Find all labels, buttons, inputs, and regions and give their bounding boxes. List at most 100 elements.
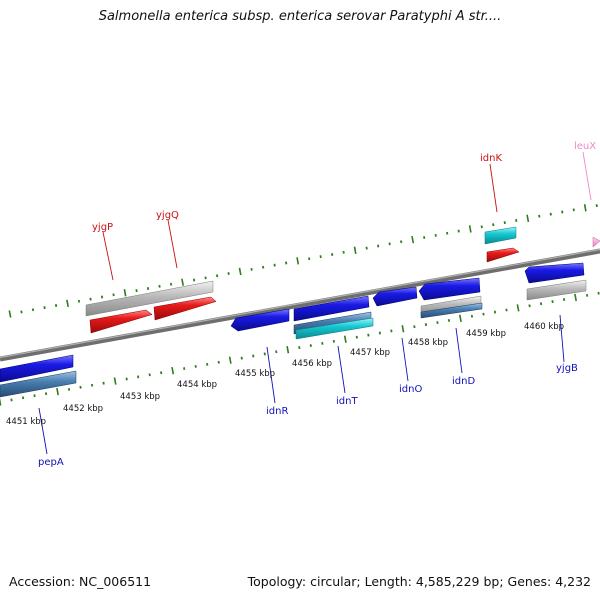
chromosome-backbone [0, 248, 600, 362]
minor-tick [332, 339, 335, 343]
major-tick [113, 377, 117, 385]
gene-label-idnR[interactable]: idnR [266, 406, 288, 417]
minor-tick [135, 289, 138, 293]
minor-tick [378, 331, 381, 335]
minor-tick [492, 223, 495, 227]
minor-tick [365, 246, 368, 250]
minor-tick [561, 210, 564, 214]
minor-tick [562, 298, 566, 301]
minor-tick [377, 244, 380, 248]
major-tick [516, 304, 520, 312]
major-tick [583, 204, 587, 212]
gene-label-idnT[interactable]: idnT [336, 396, 358, 407]
minor-tick [595, 204, 598, 208]
major-tick [296, 257, 300, 265]
gray-feature-yjgPQ [85, 280, 214, 317]
gene-label-yjgB[interactable]: yjgB [556, 363, 578, 374]
major-tick [228, 356, 232, 364]
minor-tick [308, 257, 311, 261]
gene-label-idnK[interactable]: idnK [480, 153, 502, 164]
major-tick [0, 398, 2, 406]
minor-tick [112, 293, 115, 297]
gene-yjgB-feature[interactable] [524, 262, 587, 301]
minor-tick [400, 240, 403, 244]
minor-tick [43, 306, 46, 310]
minor-tick [447, 319, 451, 322]
minor-tick [44, 392, 48, 396]
gene-label-yjgQ[interactable]: yjgQ [156, 210, 179, 221]
minor-tick [355, 335, 358, 339]
minor-tick [262, 265, 265, 269]
major-tick [238, 267, 242, 276]
gene-yjgQ-feature[interactable] [153, 296, 217, 321]
minor-tick [263, 352, 266, 356]
minor-tick [273, 263, 276, 267]
minor-tick [424, 323, 428, 327]
minor-tick [158, 284, 161, 288]
minor-tick [436, 321, 439, 324]
minor-tick [125, 377, 128, 381]
minor-tick [252, 354, 255, 358]
minor-tick [54, 304, 58, 307]
gene-pepA-feature[interactable] [0, 354, 77, 398]
major-tick [56, 387, 59, 396]
scale-label: 4451 kbp [6, 417, 46, 427]
gene-label-idnO[interactable]: idnO [399, 384, 422, 395]
accession-text: Accession: NC_006511 [9, 574, 152, 589]
minor-tick [79, 385, 82, 389]
major-tick [123, 289, 127, 297]
minor-tick [331, 253, 334, 256]
minor-tick [515, 219, 518, 222]
minor-tick [275, 350, 278, 354]
minor-tick [240, 356, 243, 360]
gene-idnD-feature[interactable] [418, 277, 483, 319]
major-tick [401, 325, 405, 333]
minor-tick [160, 371, 163, 375]
scale-labels: 4451 kbp 4452 kbp 4453 kbp 4454 kbp 4455… [6, 322, 564, 427]
minor-tick [572, 208, 575, 212]
topology-text: Topology: circular; Length: 4,585,229 bp… [247, 574, 591, 589]
gene-yjgP-feature[interactable] [89, 309, 153, 334]
major-tick [459, 314, 462, 323]
major-tick [8, 310, 12, 318]
minor-tick [319, 255, 322, 259]
minor-tick [67, 388, 71, 391]
minor-tick [367, 333, 370, 337]
minor-tick [503, 221, 506, 225]
minor-tick [285, 261, 288, 265]
scale-label: 4459 kbp [466, 329, 506, 339]
major-tick [574, 293, 577, 302]
minor-tick [470, 314, 474, 318]
gene-idnO-feature[interactable] [372, 286, 418, 307]
minor-tick [528, 304, 531, 308]
minor-tick [480, 225, 483, 229]
scale-label: 4454 kbp [177, 380, 217, 390]
gene-label-idnD[interactable]: idnD [452, 376, 475, 387]
minor-tick [217, 360, 220, 364]
minor-tick [137, 375, 140, 379]
scale-label: 4460 kbp [524, 322, 564, 332]
gene-label-leuX[interactable]: leuX [574, 141, 596, 152]
gene-idnT-feature[interactable] [293, 295, 374, 340]
outer-tick-track [8, 204, 598, 318]
scale-label: 4456 kbp [292, 359, 332, 369]
inner-tick-track [0, 291, 600, 406]
major-tick [171, 366, 175, 375]
minor-tick [538, 214, 541, 218]
gene-label-yjgP[interactable]: yjgP [92, 222, 113, 233]
minor-tick [100, 295, 104, 299]
minor-tick [192, 278, 196, 282]
gene-leuX-feature[interactable] [592, 236, 600, 248]
minor-tick [539, 302, 543, 306]
gene-label-pepA[interactable]: pepA [38, 457, 64, 468]
major-tick [181, 278, 184, 286]
major-tick [286, 346, 290, 354]
label-leaders [38, 151, 592, 455]
scale-label: 4458 kbp [408, 338, 448, 348]
gene-labels: yjgP yjgQ idnK leuX pepA idnR idnT idnO … [38, 141, 596, 468]
gene-idnK-feature[interactable] [486, 247, 520, 263]
gene-idnR-feature[interactable] [230, 308, 290, 332]
minor-tick [146, 287, 150, 290]
minor-tick [148, 373, 151, 377]
minor-tick [169, 282, 173, 286]
